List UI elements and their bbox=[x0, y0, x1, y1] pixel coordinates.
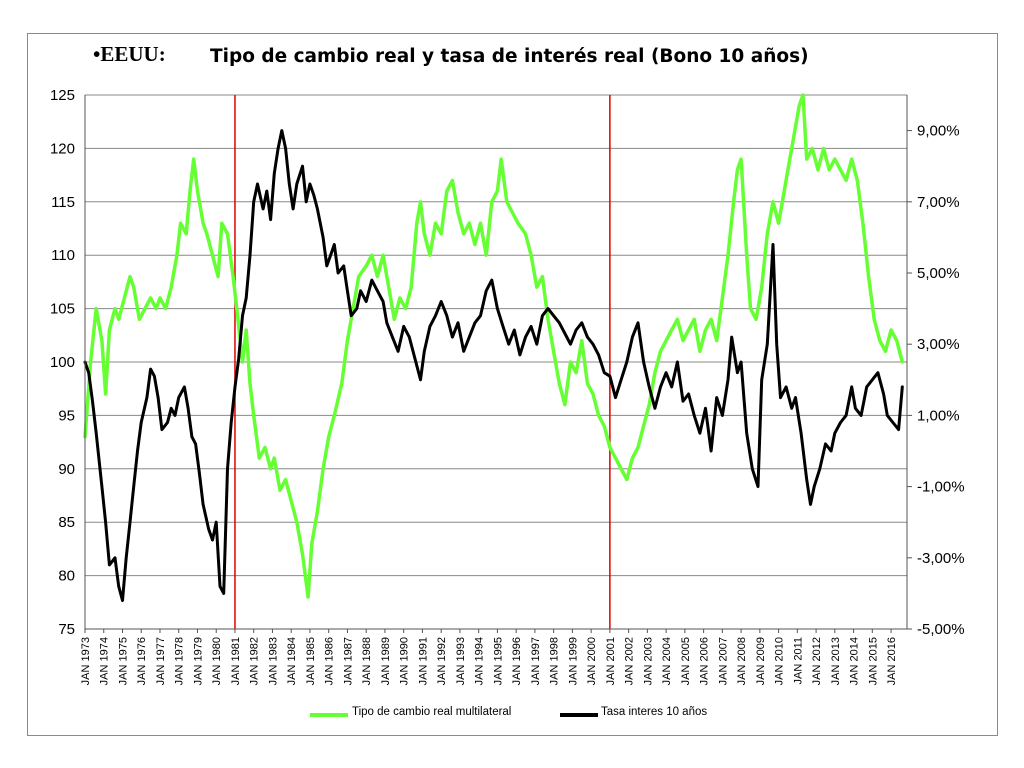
y-left-tick-label: 85 bbox=[58, 514, 75, 531]
x-tick-label: JAN 2014 bbox=[849, 637, 861, 685]
y-right-tick-label: -3,00% bbox=[917, 550, 965, 567]
grid-lines bbox=[85, 94, 907, 630]
legend-swatch-black bbox=[560, 713, 598, 717]
series-lines bbox=[83, 93, 905, 602]
x-tick-label: JAN 1993 bbox=[455, 637, 467, 685]
x-tick-label: JAN 2006 bbox=[699, 637, 711, 685]
x-tick-label: JAN 2003 bbox=[642, 637, 654, 685]
y-left-tick-label: 75 bbox=[58, 621, 75, 638]
x-tick-label: JAN 1973 bbox=[80, 637, 92, 685]
series-line-tasa-interes bbox=[83, 129, 904, 602]
x-tick-label: JAN 1991 bbox=[417, 637, 429, 685]
x-tick-label: JAN 1988 bbox=[361, 637, 373, 685]
x-tick-label: JAN 2011 bbox=[792, 637, 804, 685]
legend-swatch-green bbox=[310, 713, 348, 717]
x-tick-label: JAN 1975 bbox=[117, 637, 129, 685]
x-tick-label: JAN 2004 bbox=[661, 637, 673, 685]
x-tick-label: JAN 2000 bbox=[586, 637, 598, 685]
x-tick-label: JAN 1992 bbox=[436, 637, 448, 685]
x-tick-label: JAN 1994 bbox=[474, 637, 486, 685]
x-tick-label: JAN 1986 bbox=[324, 637, 336, 685]
y-right-tick-label: 7,00% bbox=[917, 194, 960, 211]
y-left-tick-label: 110 bbox=[51, 247, 75, 264]
legend-label-black: Tasa interes 10 años bbox=[601, 706, 708, 718]
x-tick-label: JAN 1978 bbox=[174, 637, 186, 685]
chart-title: Tipo de cambio real y tasa de interés re… bbox=[210, 46, 809, 67]
x-tick-label: JAN 2007 bbox=[717, 637, 729, 685]
x-tick-label: JAN 1984 bbox=[286, 637, 298, 685]
y-right-tick-label: 9,00% bbox=[917, 123, 960, 140]
x-tick-label: JAN 1998 bbox=[549, 637, 561, 685]
chart-frame bbox=[27, 33, 998, 736]
x-tick-label: JAN 1977 bbox=[155, 637, 167, 685]
x-tick-label: JAN 2009 bbox=[755, 637, 767, 685]
y-right-tick-label: 3,00% bbox=[917, 336, 960, 353]
y-left-tick-label: 115 bbox=[51, 194, 75, 211]
x-tick-label: JAN 2015 bbox=[867, 637, 879, 685]
x-tick-label: JAN 1980 bbox=[211, 637, 223, 685]
x-tick-label: JAN 2010 bbox=[774, 637, 786, 685]
x-tick-label: JAN 2008 bbox=[736, 637, 748, 685]
y-right-tick-labels: -5,00% -3,00% -1,00% 1,00% 3,00% 5,00% 7,00% 9,… bbox=[917, 123, 965, 638]
chart-title-prefix: •EEUU: bbox=[93, 42, 166, 66]
legend-label-green: Tipo de cambio real multilateral bbox=[352, 706, 512, 718]
y-right-tick-label: 5,00% bbox=[917, 265, 960, 282]
x-tick-label: JAN 2012 bbox=[811, 637, 823, 685]
chart-legend: Tipo de cambio real multilateral Tasa in… bbox=[0, 700, 1000, 724]
y-left-tick-label: 125 bbox=[50, 87, 75, 104]
x-tick-label: JAN 1996 bbox=[511, 637, 523, 685]
y-left-tick-label: 95 bbox=[58, 407, 75, 424]
x-tick-label: JAN 1997 bbox=[530, 637, 542, 685]
x-tick-label: JAN 2005 bbox=[680, 637, 692, 685]
x-tick-label: JAN 1982 bbox=[249, 637, 261, 685]
x-tick-label: JAN 1981 bbox=[230, 637, 242, 685]
x-tick-label: JAN 1990 bbox=[399, 637, 411, 685]
x-tick-label: JAN 2002 bbox=[624, 637, 636, 685]
y-right-tick-label: -5,00% bbox=[917, 621, 965, 638]
x-tick-label: JAN 2001 bbox=[605, 637, 617, 685]
x-tick-label: JAN 1989 bbox=[380, 637, 392, 685]
x-tick-label: JAN 1987 bbox=[342, 637, 354, 685]
y-left-tick-label: 80 bbox=[58, 568, 75, 585]
y-left-tick-label: 100 bbox=[50, 354, 75, 371]
y-left-tick-label: 105 bbox=[50, 301, 75, 318]
x-tick-label: JAN 1983 bbox=[267, 637, 279, 685]
x-tick-label: JAN 1995 bbox=[492, 637, 504, 685]
vertical-markers bbox=[234, 95, 611, 629]
y-left-tick-label: 90 bbox=[58, 461, 75, 478]
x-tick-label: JAN 1999 bbox=[567, 637, 579, 685]
x-tick-labels: JAN 1973 JAN 1974 JAN 1975 JAN 1976 JAN 1977… bbox=[80, 637, 898, 685]
x-tick-label: JAN 1985 bbox=[305, 637, 317, 685]
y-left-tick-labels: 75 80 85 90 95 100 105 110 115 120 125 bbox=[50, 87, 75, 638]
x-tick-label: JAN 1976 bbox=[136, 637, 148, 685]
x-tick-label: JAN 1974 bbox=[99, 637, 111, 685]
x-tick-label: JAN 1979 bbox=[192, 637, 204, 685]
y-right-tick-label: 1,00% bbox=[917, 407, 960, 424]
x-tick-label: JAN 2016 bbox=[886, 637, 898, 685]
y-left-tick-label: 120 bbox=[50, 140, 75, 157]
y-right-tick-label: -1,00% bbox=[917, 479, 965, 496]
series-line-tipo-de-cambio bbox=[83, 93, 905, 599]
axes bbox=[84, 95, 912, 633]
x-tick-label: JAN 2013 bbox=[830, 637, 842, 685]
